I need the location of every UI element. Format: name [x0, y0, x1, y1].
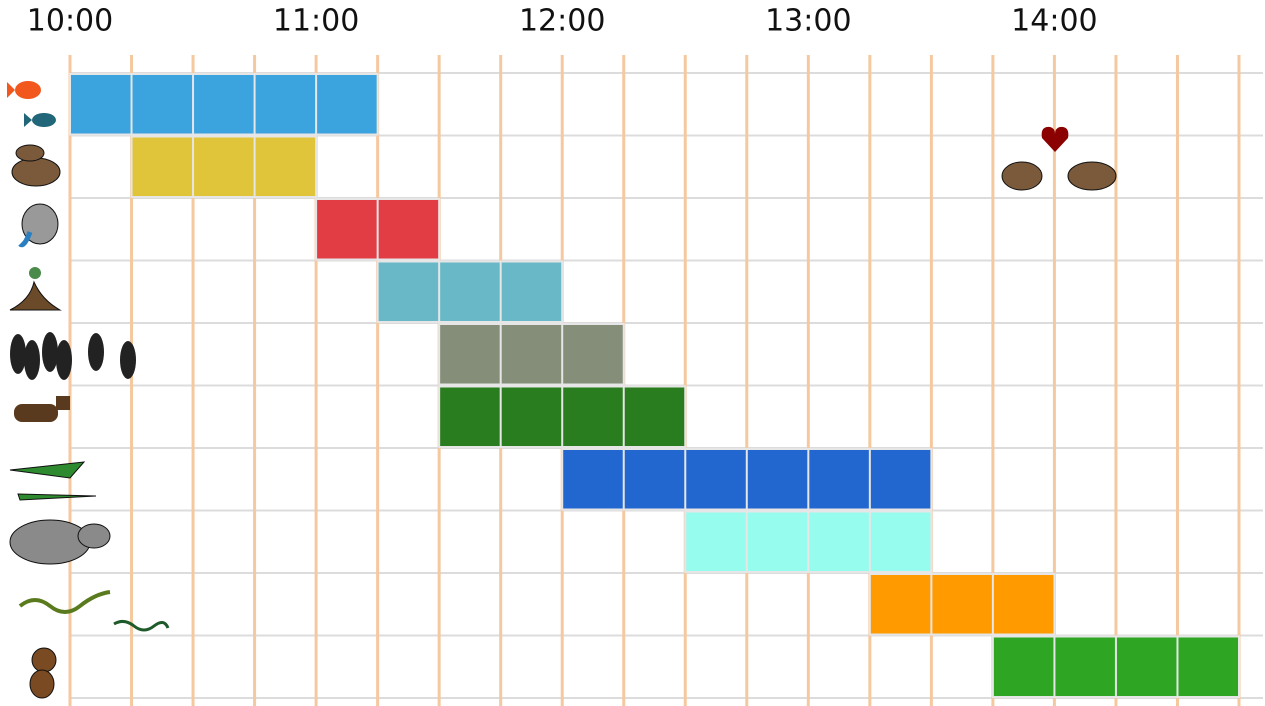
task-bar	[131, 136, 317, 197]
capybara-pair	[1067, 161, 1117, 191]
crocodile-icon	[17, 493, 97, 501]
penguin	[56, 340, 72, 380]
x-tick-label: 12:00	[519, 4, 605, 39]
task-bar	[439, 324, 624, 385]
task-bar	[70, 74, 378, 135]
task-bar	[377, 261, 563, 322]
penguin	[120, 341, 136, 379]
penguin	[10, 334, 26, 374]
task-border	[991, 635, 1240, 698]
penguin	[88, 333, 104, 371]
hippo-head	[77, 523, 111, 549]
task-bar	[869, 574, 1055, 635]
hippo-icon	[9, 519, 91, 565]
crocodile-icon	[9, 461, 86, 479]
task-border	[315, 198, 441, 261]
x-tick-label: 11:00	[273, 4, 359, 39]
task-border	[376, 260, 564, 323]
x-tick-label: 10:00	[27, 4, 113, 39]
elephant-trunk	[18, 231, 33, 248]
fish-tail	[24, 113, 32, 127]
row-icons	[7, 81, 1117, 699]
horse-head	[56, 396, 70, 410]
x-tick-label: 13:00	[765, 4, 851, 39]
x-tick-label: 14:00	[1011, 4, 1097, 39]
penguins-icon	[10, 332, 136, 380]
task-border	[684, 510, 933, 573]
task-border	[69, 73, 379, 136]
fish-icon	[15, 81, 41, 99]
ball-icon	[29, 267, 41, 279]
monkey-body	[29, 669, 55, 699]
capybara-icon	[11, 157, 61, 187]
task-border	[868, 573, 1056, 636]
penguin	[42, 332, 58, 372]
capybara-pair	[1001, 161, 1043, 191]
snake-icon	[113, 619, 170, 632]
sealion-icon	[9, 280, 62, 311]
task-border	[130, 135, 318, 198]
fish-tail	[7, 82, 15, 98]
fish-icon	[32, 113, 56, 127]
monkey-icon	[31, 647, 57, 673]
heart-icon	[1041, 126, 1069, 152]
horse-icon	[14, 404, 58, 422]
penguin	[24, 340, 40, 380]
snake-icon	[18, 590, 111, 614]
task-border	[438, 385, 687, 448]
task-border	[438, 323, 625, 386]
task-border	[561, 448, 933, 511]
capybara-icon	[15, 144, 45, 162]
